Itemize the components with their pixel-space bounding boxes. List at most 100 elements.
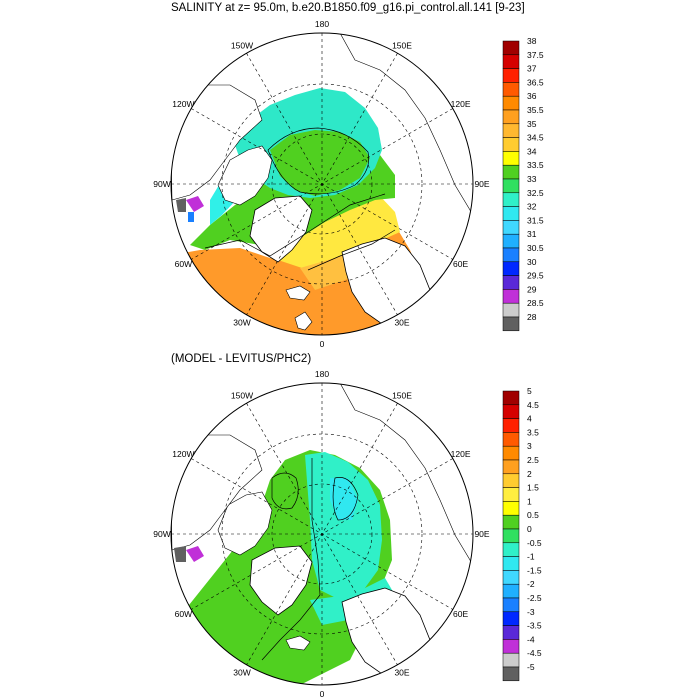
colorbar-label: 30.5 (527, 243, 544, 253)
lon-label: 30E (394, 318, 409, 328)
colorbar-label: -4 (527, 634, 535, 644)
colorbar-swatch (502, 220, 520, 235)
colorbar-label: 35.5 (527, 105, 544, 115)
lon-label: 150W (231, 390, 253, 400)
colorbar-label: 37.5 (527, 50, 544, 60)
colorbar-swatch (502, 528, 520, 544)
colorbar-swatch (502, 556, 520, 571)
colorbar-label: 29.5 (527, 271, 544, 281)
colorbar-label: -2.5 (527, 593, 542, 603)
lon-label: 90E (474, 529, 489, 539)
colorbar-label: 4 (527, 414, 532, 424)
colorbar-swatch (502, 95, 520, 111)
panel2-grey-blob (174, 546, 186, 562)
colorbar-swatch (502, 192, 520, 207)
lon-label: 150E (392, 40, 412, 50)
panel1-low-salinity-blob (186, 196, 204, 212)
colorbar-label: 4.5 (527, 400, 539, 410)
colorbar-swatch (502, 404, 520, 419)
panel1-colorbar: 38 37.5 37 36.5 36 35.5 35 34.5 34 33.5 33 32.5 32 31… (502, 36, 544, 332)
colorbar-swatch (502, 151, 520, 166)
lon-label: 30E (394, 668, 409, 678)
panel1-contour (267, 127, 370, 195)
colorbar-swatch (502, 459, 520, 475)
colorbar-label: 2.5 (527, 455, 539, 465)
colorbar-label: 31 (527, 229, 537, 239)
colorbar-label: -1 (527, 552, 535, 562)
lon-label: 120E (451, 449, 471, 459)
colorbar-swatch (502, 68, 520, 83)
colorbar-swatch (502, 123, 520, 138)
colorbar-swatch (502, 542, 520, 557)
colorbar-swatch (502, 625, 520, 640)
colorbar-label: 31.5 (527, 215, 544, 225)
panel2-iceland (285, 635, 311, 651)
colorbar-label: 1 (527, 496, 532, 506)
colorbar-label: 3 (527, 441, 532, 451)
colorbar-swatch (502, 652, 520, 668)
lon-label: 150W (231, 40, 253, 50)
lon-label: 90W (153, 179, 170, 189)
colorbar-swatch (502, 570, 520, 585)
colorbar-swatch (502, 639, 520, 654)
colorbar-label: 0 (527, 524, 532, 534)
colorbar-swatch (502, 247, 520, 263)
colorbar-swatch (502, 275, 520, 290)
panel2-contour (271, 472, 299, 510)
panel1-greenland (249, 195, 313, 263)
panel2-archipelago (217, 491, 273, 556)
lon-label: 120E (451, 99, 471, 109)
lon-label: 180 (315, 369, 329, 379)
panel2-contour (332, 477, 359, 521)
colorbar-label: 36 (527, 91, 537, 101)
colorbar-swatch (502, 418, 520, 433)
panel2-colorbar: 5 4.5 4 3.5 3 2.5 2 1.5 1 0.5 0 -0.5 -1 -1.5 -2 -2.5 -3 -… (502, 386, 542, 682)
colorbar-label: 2 (527, 469, 532, 479)
lon-label: 0 (320, 339, 325, 349)
panel1-contour (307, 229, 396, 271)
colorbar-label: 5 (527, 386, 532, 396)
lon-label: 60W (175, 259, 192, 269)
panel2-magenta-blob (186, 546, 204, 562)
colorbar-swatch (502, 206, 520, 221)
lon-label: 120W (172, 449, 194, 459)
colorbar-swatch (502, 487, 520, 502)
panel2-lon-labels: 180 150E 120E 90E 60E 30E 0 30W 60W 90W 120W 150W (153, 369, 490, 699)
colorbar-swatch (502, 164, 520, 180)
colorbar-label: -3.5 (527, 621, 542, 631)
colorbar-label: 29 (527, 284, 537, 294)
panel1-iceland (285, 285, 311, 301)
colorbar-label: 34.5 (527, 133, 544, 143)
colorbar-swatch (502, 473, 520, 488)
colorbar-swatch (502, 289, 520, 304)
panel2-greenland (249, 545, 313, 616)
colorbar-swatch (502, 390, 520, 406)
panel1-title: SALINITY at z= 95.0m, b.e20.B1850.f09_g1… (171, 2, 525, 14)
lon-label: 150E (392, 390, 412, 400)
colorbar-swatch (502, 54, 520, 69)
colorbar-label: 33 (527, 174, 537, 184)
panel1-field (171, 33, 473, 335)
colorbar-label: 28 (527, 312, 537, 322)
panel1-yellow-band (272, 196, 400, 270)
panel1-archipelago (217, 145, 273, 206)
lon-label: 90W (153, 529, 170, 539)
colorbar-label: 38 (527, 36, 537, 46)
colorbar-label: 37 (527, 64, 537, 74)
colorbar-swatch (502, 109, 520, 125)
panel1-map (170, 32, 474, 336)
colorbar-label: -3 (527, 607, 535, 617)
colorbar-label: 35 (527, 119, 537, 129)
panel1-graticule (171, 33, 473, 335)
colorbar-label: 1.5 (527, 483, 539, 493)
lon-label: 60W (175, 609, 192, 619)
lon-label: 60E (453, 609, 468, 619)
colorbar-label: 30 (527, 257, 537, 267)
panel1-contour (204, 193, 386, 257)
panel2-contour (261, 458, 321, 661)
colorbar-swatch (502, 302, 520, 318)
panel2-title: (MODEL - LEVITUS/PHC2) (171, 353, 312, 365)
colorbar-label: 33.5 (527, 160, 544, 170)
panel2-cyan-blob (330, 478, 358, 520)
lon-label: 180 (315, 19, 329, 29)
